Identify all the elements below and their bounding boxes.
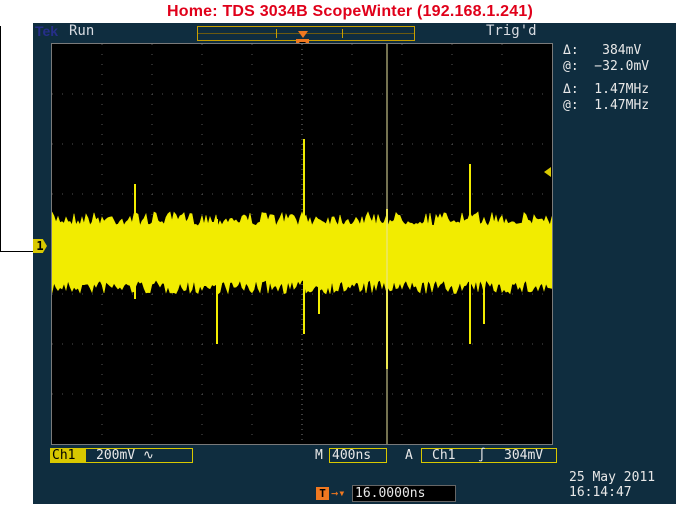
position-arrow-icon: →▾ [331, 486, 346, 500]
time-readout: 16:14:47 [569, 485, 632, 500]
waveform-graticule [51, 43, 553, 445]
ch1-label[interactable]: Ch1 [50, 448, 85, 463]
coupling-icon: ∿ [142, 448, 154, 463]
trigger-icon: T [316, 487, 329, 500]
timebase-value[interactable]: 400ns [329, 448, 387, 463]
trigger-level: 304mV [504, 448, 544, 463]
ch1-scale-value: 200mV [96, 448, 136, 463]
rising-edge-icon: ∫ [478, 448, 486, 463]
trigger-settings[interactable]: Ch1 ∫ 304mV [421, 448, 557, 463]
cursor-readout-position-frequency: @: 1.47MHz [563, 98, 650, 113]
acquisition-status: Run [69, 23, 95, 39]
window-frame-edge [0, 251, 33, 252]
trigger-status: Trig'd [486, 23, 537, 39]
date-readout: 25 May 2011 [569, 470, 656, 485]
trigger-level-arrow-icon[interactable] [544, 167, 551, 177]
trigger-position-arrow-icon [298, 31, 308, 38]
timebase-prefix: M [315, 448, 323, 463]
ch1-volts-per-div[interactable]: 200mV ∿ [85, 448, 193, 463]
trigger-prefix: A [405, 448, 413, 463]
status-bar: Ch1 200mV ∿ M 400ns A Ch1 ∫ 304mV [50, 448, 557, 464]
window-frame-edge [0, 26, 1, 252]
trigger-source: Ch1 [432, 448, 456, 463]
graticule-svg [51, 44, 553, 444]
ch1-ground-marker[interactable]: 1 [33, 239, 47, 253]
cursor-readout-position-voltage: @: −32.0mV [563, 59, 650, 74]
cursor-readout-delta-frequency: Δ: 1.47MHz [563, 82, 650, 97]
horizontal-position-value: 16.0000ns [352, 485, 456, 502]
window-title: Home: TDS 3034B ScopeWinter (192.168.1.2… [167, 3, 533, 20]
brand-logo: Tek [35, 23, 59, 39]
ch1-waveform-trace [51, 211, 553, 295]
cursor-readout-delta-voltage: Δ: 384mV [563, 43, 642, 58]
oscilloscope-display: Tek Run Trig'd T 1 Δ: 384mV @: −32.0mV Δ… [33, 23, 676, 504]
